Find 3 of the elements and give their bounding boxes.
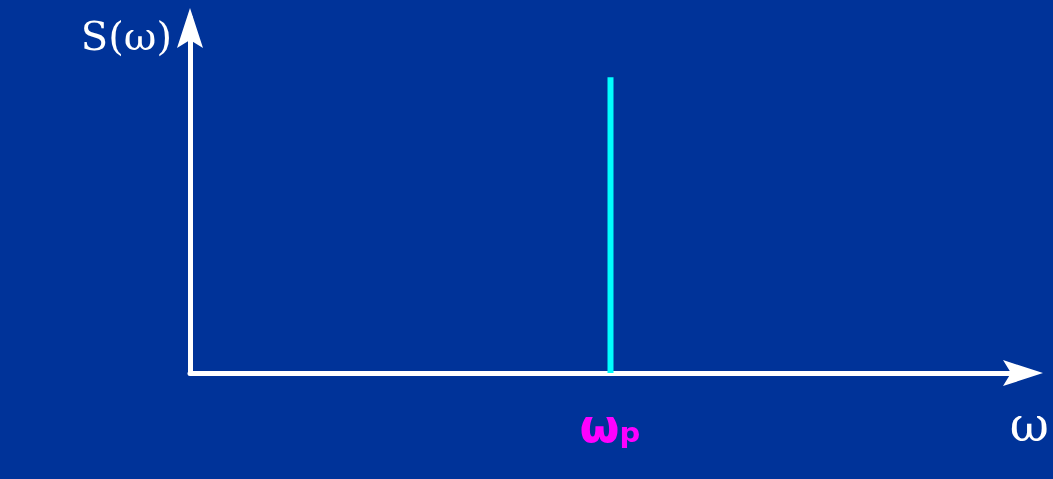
text: S(ω) bbox=[80, 13, 172, 59]
text: ω bbox=[1009, 396, 1049, 452]
x-tick-label: ωₚ bbox=[579, 399, 642, 453]
